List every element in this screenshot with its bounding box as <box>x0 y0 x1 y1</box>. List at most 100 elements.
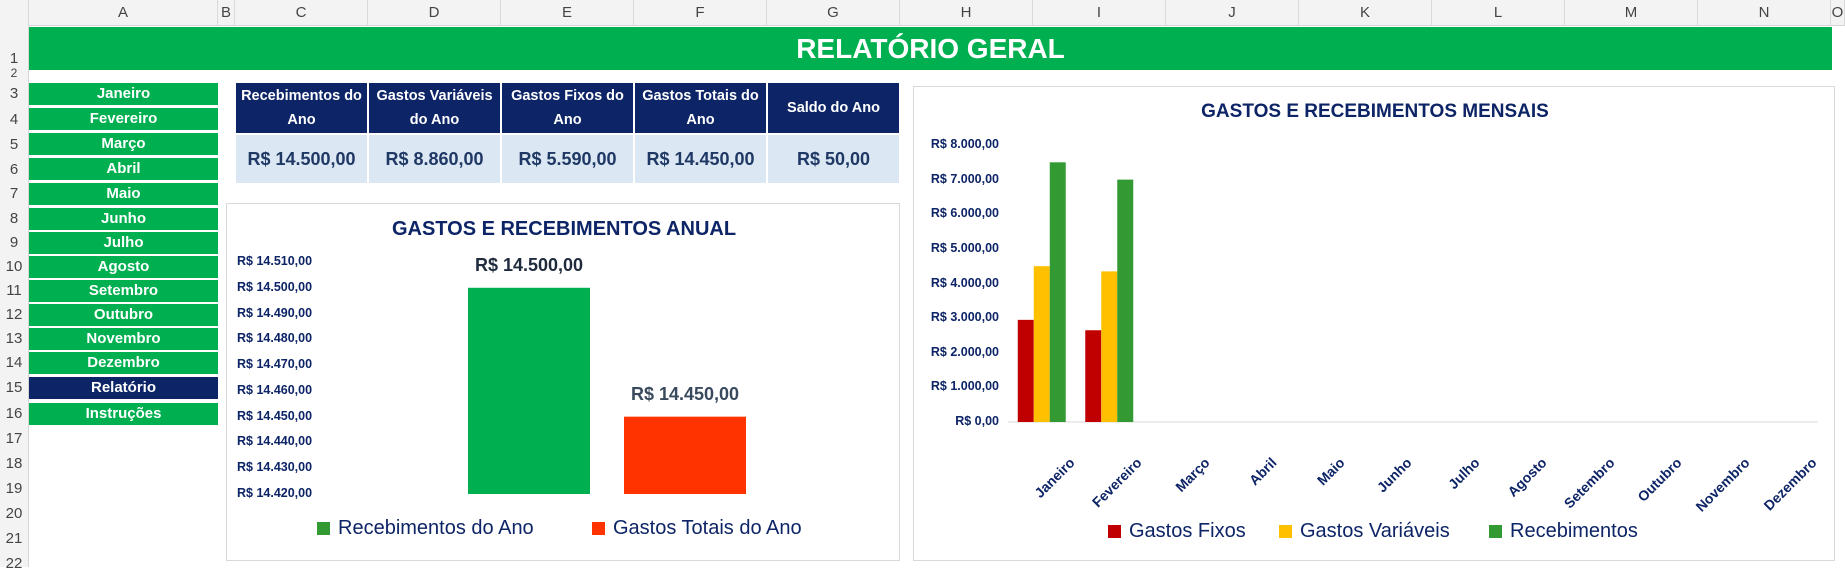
annual-bar-data-label: R$ 14.450,00 <box>630 383 740 404</box>
nav-button-junho[interactable]: Junho <box>29 208 218 230</box>
nav-button-novembro[interactable]: Novembro <box>29 328 218 350</box>
row-header[interactable]: 8 <box>9 210 19 227</box>
nav-button-outubro[interactable]: Outubro <box>29 304 218 326</box>
row-headers: 1 2 3 4 5 6 7 8 9 10 11 12 13 14 15 16 1… <box>0 25 29 572</box>
row-header[interactable]: 5 <box>9 136 19 153</box>
summary-value-gastos-variaveis[interactable]: R$ 8.860,00 <box>369 135 500 183</box>
annual-y-tick-label: R$ 14.420,00 <box>237 486 313 500</box>
column-header-i[interactable]: I <box>1033 0 1166 25</box>
summary-header-saldo: Saldo do Ano <box>768 83 899 133</box>
column-header-g[interactable]: G <box>767 0 900 25</box>
annual-chart[interactable]: GASTOS E RECEBIMENTOS ANUAL R$ 14.510,00… <box>226 203 900 561</box>
column-header-a[interactable]: A <box>29 0 218 25</box>
row-header[interactable]: 13 <box>5 330 23 347</box>
monthly-y-tick-label: R$ 5.000,00 <box>930 240 999 255</box>
summary-value-recebimentos[interactable]: R$ 14.500,00 <box>236 135 367 183</box>
summary-value-gastos-fixos[interactable]: R$ 5.590,00 <box>502 135 633 183</box>
nav-button-abril[interactable]: Abril <box>29 158 218 180</box>
monthly-chart-title: GASTOS E RECEBIMENTOS MENSAIS <box>1201 101 1549 122</box>
annual-chart-plot <box>468 287 746 494</box>
nav-button-instrucoes[interactable]: Instruções <box>29 403 218 425</box>
column-header-m[interactable]: M <box>1565 0 1698 25</box>
legend-swatch <box>592 522 605 535</box>
row-header[interactable]: 21 <box>5 530 23 547</box>
row-header[interactable]: 20 <box>5 505 23 522</box>
monthly-bar[interactable] <box>1117 179 1134 422</box>
row-header[interactable]: 17 <box>5 430 23 447</box>
monthly-y-tick-label: R$ 1.000,00 <box>930 379 999 394</box>
annual-y-tick-label: R$ 14.440,00 <box>237 434 313 449</box>
annual-y-tick-label: R$ 14.450,00 <box>237 408 313 423</box>
column-header-d[interactable]: D <box>368 0 501 25</box>
summary-value-saldo[interactable]: R$ 50,00 <box>768 135 899 183</box>
annual-y-tick-label: R$ 14.510,00 <box>237 254 313 268</box>
row-header[interactable]: 16 <box>5 405 23 422</box>
nav-button-fevereiro[interactable]: Fevereiro <box>29 108 218 130</box>
nav-button-julho[interactable]: Julho <box>29 232 218 254</box>
report-title-banner: RELATÓRIO GERAL <box>29 27 1832 70</box>
monthly-bar[interactable] <box>1049 162 1066 422</box>
annual-chart-title: GASTOS E RECEBIMENTOS ANUAL <box>391 218 737 240</box>
nav-button-relatorio[interactable]: Relatório <box>29 377 218 399</box>
column-header-l[interactable]: L <box>1432 0 1565 25</box>
annual-y-tick-label: R$ 14.430,00 <box>237 460 313 475</box>
column-header-c[interactable]: C <box>235 0 368 25</box>
row-header[interactable]: 10 <box>5 258 23 275</box>
nav-button-setembro[interactable]: Setembro <box>29 280 218 302</box>
column-headers: A B C D E F G H I J K L M N O <box>0 0 1845 26</box>
monthly-y-tick-label: R$ 4.000,00 <box>930 275 999 290</box>
row-header[interactable]: 2 <box>10 66 18 80</box>
row-header[interactable]: 14 <box>5 354 23 371</box>
annual-bar-gastos-totais[interactable] <box>624 416 746 494</box>
monthly-y-tick-label: R$ 2.000,00 <box>930 344 999 359</box>
monthly-bar[interactable] <box>1085 330 1102 422</box>
column-header-e[interactable]: E <box>501 0 634 25</box>
row-header[interactable]: 3 <box>9 85 19 102</box>
monthly-y-tick-label: R$ 0,00 <box>955 414 999 428</box>
column-header-o[interactable]: O <box>1831 0 1845 25</box>
row-header[interactable]: 7 <box>9 185 19 202</box>
nav-button-dezembro[interactable]: Dezembro <box>29 352 218 374</box>
row-header[interactable]: 15 <box>5 379 23 396</box>
column-header-h[interactable]: H <box>900 0 1033 25</box>
select-all-corner[interactable] <box>0 0 29 25</box>
summary-value-gastos-totais[interactable]: R$ 14.450,00 <box>635 135 766 183</box>
annual-bar-recebimentos[interactable] <box>468 287 590 494</box>
nav-button-maio[interactable]: Maio <box>29 183 218 205</box>
monthly-bar[interactable] <box>1033 266 1050 422</box>
monthly-chart-plot <box>1008 162 1818 423</box>
row-header[interactable]: 9 <box>9 234 19 251</box>
annual-y-tick-label: R$ 14.490,00 <box>237 305 313 320</box>
column-header-b[interactable]: B <box>218 0 235 25</box>
row-header[interactable]: 12 <box>5 306 23 323</box>
row-header[interactable]: 1 <box>9 50 19 67</box>
annual-y-tick-label: R$ 14.470,00 <box>237 357 313 372</box>
monthly-y-tick-label: R$ 3.000,00 <box>930 310 999 325</box>
annual-y-tick-label: R$ 14.480,00 <box>237 331 313 346</box>
row-header[interactable]: 22 <box>5 555 23 572</box>
monthly-chart[interactable]: GASTOS E RECEBIMENTOS MENSAIS R$ 8.000,0… <box>913 86 1835 561</box>
column-header-j[interactable]: J <box>1166 0 1299 25</box>
column-header-k[interactable]: K <box>1299 0 1432 25</box>
row-header[interactable]: 11 <box>6 282 22 299</box>
monthly-legend-item-gastos-variaveis: Gastos Variáveis <box>1279 520 1450 543</box>
summary-header-recebimentos: Recebimentos do Ano <box>236 83 367 133</box>
row-header[interactable]: 4 <box>9 111 19 128</box>
annual-y-tick-label: R$ 14.500,00 <box>237 279 313 294</box>
nav-button-agosto[interactable]: Agosto <box>29 256 218 278</box>
row-header[interactable]: 6 <box>9 161 19 178</box>
row-header[interactable]: 18 <box>5 455 23 472</box>
column-header-f[interactable]: F <box>634 0 767 25</box>
row-header[interactable]: 19 <box>5 480 23 497</box>
monthly-y-tick-label: R$ 8.000,00 <box>930 137 999 151</box>
monthly-bar[interactable] <box>1101 271 1118 422</box>
nav-button-janeiro[interactable]: Janeiro <box>29 83 218 105</box>
summary-header-gastos-variaveis: Gastos Variáveis do Ano <box>369 83 500 133</box>
monthly-bar[interactable] <box>1017 319 1034 422</box>
legend-swatch <box>1279 525 1292 538</box>
nav-button-marco[interactable]: Março <box>29 133 218 155</box>
annual-legend-item-recebimentos: Recebimentos do Ano <box>317 517 534 540</box>
column-header-n[interactable]: N <box>1698 0 1831 25</box>
legend-swatch <box>1489 525 1502 538</box>
summary-header-gastos-fixos: Gastos Fixos do Ano <box>502 83 633 133</box>
